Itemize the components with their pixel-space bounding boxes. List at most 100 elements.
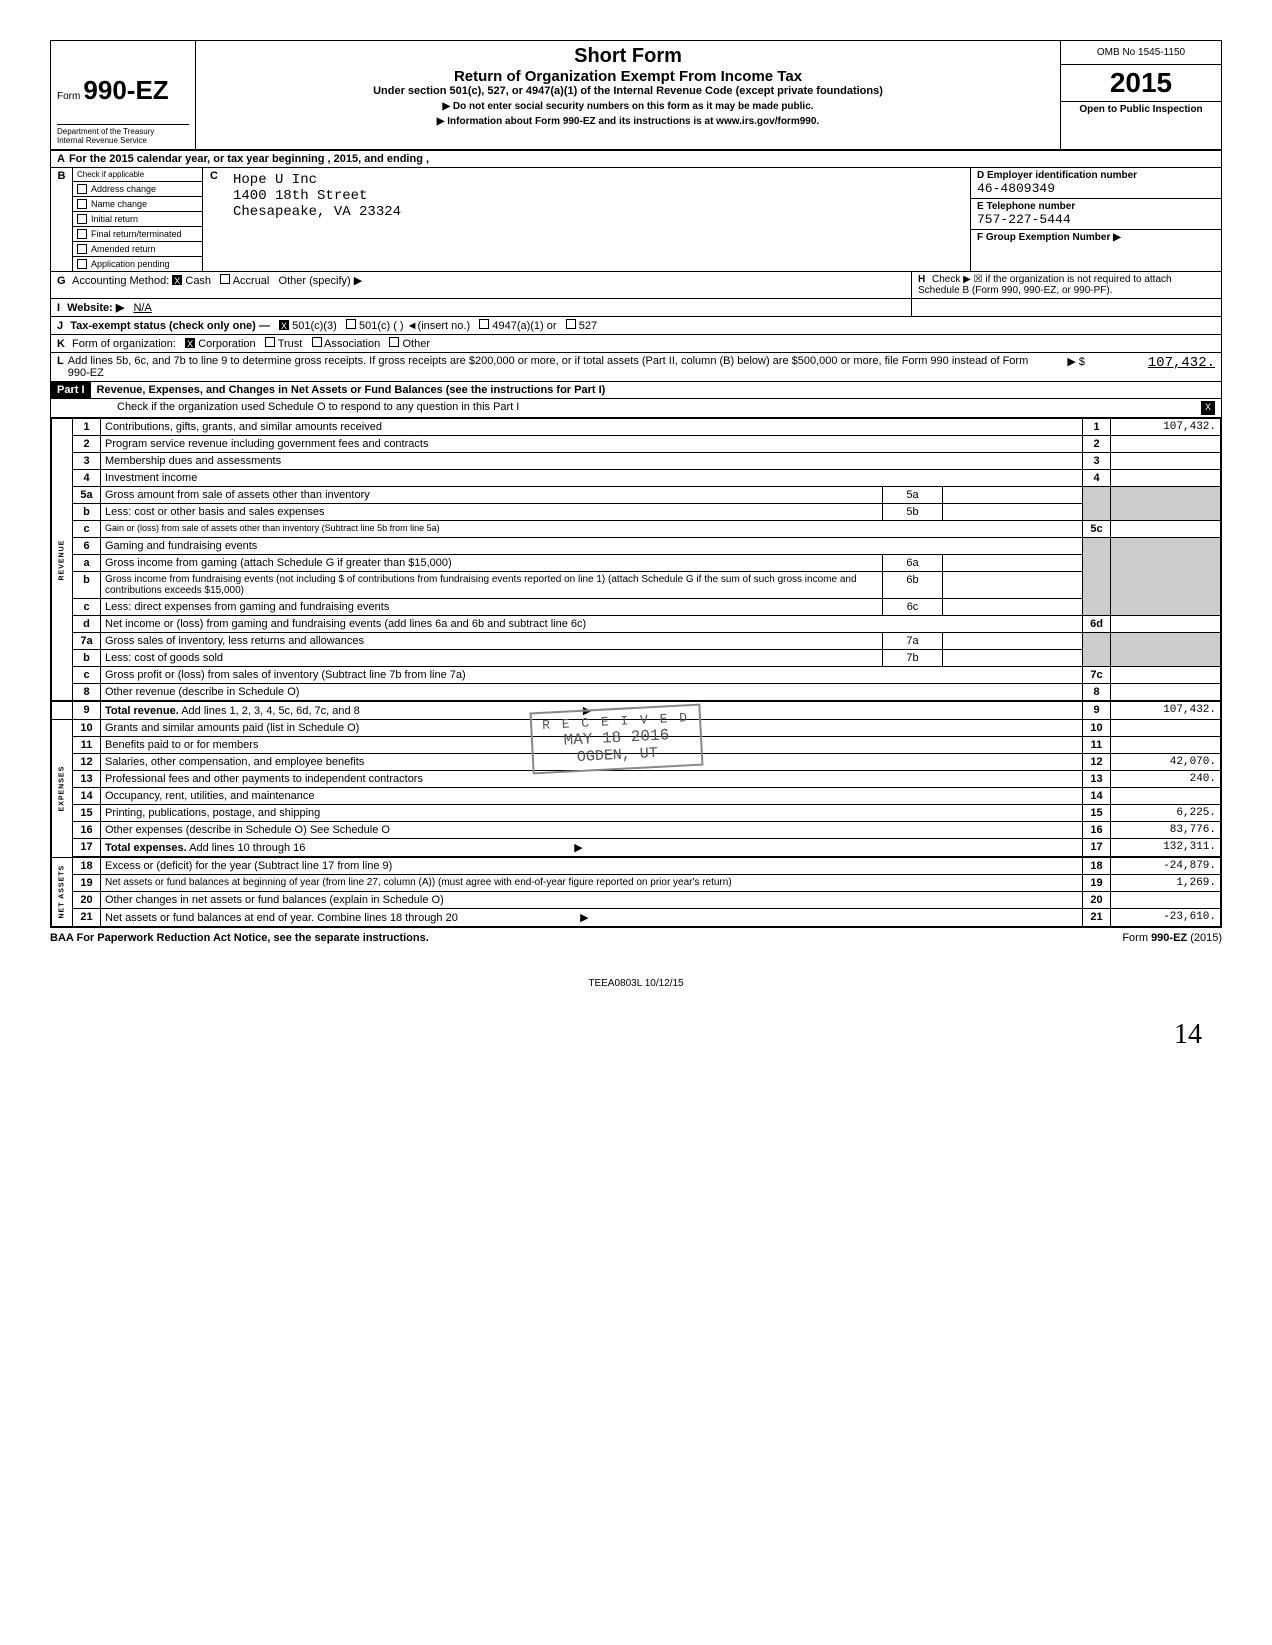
line-5a: 5aGross amount from sale of assets other… [52,487,1221,504]
d-label: D Employer identification number [977,170,1215,181]
line-5b: bLess: cost or other basis and sales exp… [52,504,1221,521]
tax-year: 2015 [1061,65,1221,102]
other-method: Other (specify) ▶ [279,275,363,287]
h-text: Check ▶ ☒ if the organization is not req… [918,274,1172,296]
row-h: H Check ▶ ☒ if the organization is not r… [911,272,1221,298]
check-amended[interactable]: Amended return [73,242,202,257]
other-org-checkbox[interactable] [389,337,399,347]
row-a: AFor the 2015 calendar year, or tax year… [51,151,1221,168]
line-16: 16Other expenses (describe in Schedule O… [52,822,1221,839]
line-7a: 7aGross sales of inventory, less returns… [52,633,1221,650]
checks-column: Check if applicable Address change Name … [73,168,203,271]
title-cell: Short Form Return of Organization Exempt… [196,41,1061,149]
l-arrow: ▶ $ [1035,355,1085,379]
baa-notice: BAA For Paperwork Reduction Act Notice, … [50,932,429,944]
line-6: 6Gaming and fundraising events [52,538,1221,555]
line-20: 20Other changes in net assets or fund ba… [52,892,1221,909]
tax-exempt-label: Tax-exempt status (check only one) — [70,320,270,332]
line-7c: cGross profit or (loss) from sales of in… [52,667,1221,684]
assoc-checkbox[interactable] [312,337,322,347]
right-header-cell: OMB No 1545-1150 2015 Open to Public Ins… [1061,41,1221,149]
501c3-checkbox[interactable]: X [279,320,289,330]
line-17: 17Total expenses. Add lines 10 through 1… [52,839,1221,858]
form-number-cell: Form 990-EZ Department of the TreasuryIn… [51,41,196,149]
line-6a: aGross income from gaming (attach Schedu… [52,555,1221,572]
part1-check-text: Check if the organization used Schedule … [57,401,1201,415]
cash-checkbox[interactable]: X [172,275,182,285]
check-initial-return[interactable]: Initial return [73,212,202,227]
assets-side-label: NET ASSETS [52,857,73,927]
row-i: I Website: ▶ N/A [51,299,911,316]
row-l: L Add lines 5b, 6c, and 7b to line 9 to … [51,353,1221,382]
col-c-label: C [203,168,225,271]
line-6b: bGross income from fundraising events (n… [52,572,1221,599]
form-ref: Form 990-EZ (2015) [1122,932,1222,944]
line-15: 15Printing, publications, postage, and s… [52,805,1221,822]
part1-checkbox[interactable]: X [1201,401,1215,415]
line-2: 2Program service revenue including gover… [52,436,1221,453]
name-address: Hope U Inc 1400 18th Street Chesapeake, … [225,168,971,271]
check-address-change[interactable]: Address change [73,182,202,197]
received-stamp: R E C E I V E D MAY 18 2016 OGDEN, UT [529,704,703,775]
e-label: E Telephone number [977,201,1215,212]
row-j: J Tax-exempt status (check only one) — X… [51,317,1221,335]
line-19: 19Net assets or fund balances at beginni… [52,875,1221,892]
revenue-side-label: REVENUE [52,419,73,702]
line-3: 3Membership dues and assessments3 [52,453,1221,470]
corp-checkbox[interactable]: X [185,338,195,348]
row-k: K Form of organization: X Corporation Tr… [51,335,1221,353]
form-label: Form [57,91,80,102]
gross-receipts-value: 107,432. [1085,355,1215,379]
check-final-return[interactable]: Final return/terminated [73,227,202,242]
check-if-applicable: Check if applicable [73,168,202,182]
row-f: F Group Exemption Number ▶ [971,230,1221,262]
expenses-side-label: EXPENSES [52,720,73,858]
row-e: E Telephone number 757-227-5444 [971,199,1221,230]
part1-label: Part I [51,382,91,398]
form-990ez: Form 990-EZ Department of the TreasuryIn… [50,40,1222,928]
line-4: 4Investment income4 [52,470,1221,487]
accounting-method-label: Accounting Method: [72,275,169,287]
h-continued [911,299,1221,316]
4947-checkbox[interactable] [479,319,489,329]
col-def: D Employer identification number 46-4809… [971,168,1221,271]
row-d: D Employer identification number 46-4809… [971,168,1221,199]
line-18: NET ASSETS 18Excess or (deficit) for the… [52,857,1221,875]
short-form-title: Short Form [200,45,1056,68]
line-6d: dNet income or (loss) from gaming and fu… [52,616,1221,633]
dept-text: Department of the TreasuryInternal Reven… [57,124,189,145]
part1-check-row: Check if the organization used Schedule … [51,399,1221,418]
col-b-label: B [51,168,73,271]
addr-line1: 1400 18th Street [233,188,962,204]
ein-value: 46-4809349 [977,181,1215,196]
row-gh: G Accounting Method: X Cash Accrual Othe… [51,272,1221,299]
form-number: 990-EZ [83,75,168,105]
line-14: 14Occupancy, rent, utilities, and mainte… [52,788,1221,805]
line-5c: cGain or (loss) from sale of assets othe… [52,521,1221,538]
row-a-text: For the 2015 calendar year, or tax year … [69,153,429,165]
phone-value: 757-227-5444 [977,212,1215,227]
website-label: Website: ▶ [67,302,124,314]
section-b: B Check if applicable Address change Nam… [51,168,1221,272]
under-section: Under section 501(c), 527, or 4947(a)(1)… [200,85,1056,97]
check-name-change[interactable]: Name change [73,197,202,212]
org-name: Hope U Inc [233,172,962,188]
accrual-checkbox[interactable] [220,274,230,284]
check-pending[interactable]: Application pending [73,257,202,271]
527-checkbox[interactable] [566,319,576,329]
footer-row: BAA For Paperwork Reduction Act Notice, … [50,928,1222,948]
line-8: 8Other revenue (describe in Schedule O)8 [52,684,1221,702]
note-1: ▶ Do not enter social security numbers o… [200,101,1056,112]
line-21: 21Net assets or fund balances at end of … [52,909,1221,927]
501c-checkbox[interactable] [346,319,356,329]
page-number: 14 [50,1019,1222,1051]
lines-table: REVENUE 1Contributions, gifts, grants, a… [51,418,1221,927]
omb-number: OMB No 1545-1150 [1061,41,1221,65]
trust-checkbox[interactable] [265,337,275,347]
website-value: N/A [133,302,151,314]
line-1: REVENUE 1Contributions, gifts, grants, a… [52,419,1221,436]
return-title: Return of Organization Exempt From Incom… [200,68,1056,85]
form-org-label: Form of organization: [72,338,176,350]
row-l-text: Add lines 5b, 6c, and 7b to line 9 to de… [68,355,1035,379]
teea-code: TEEA0803L 10/12/15 [50,948,1222,1019]
